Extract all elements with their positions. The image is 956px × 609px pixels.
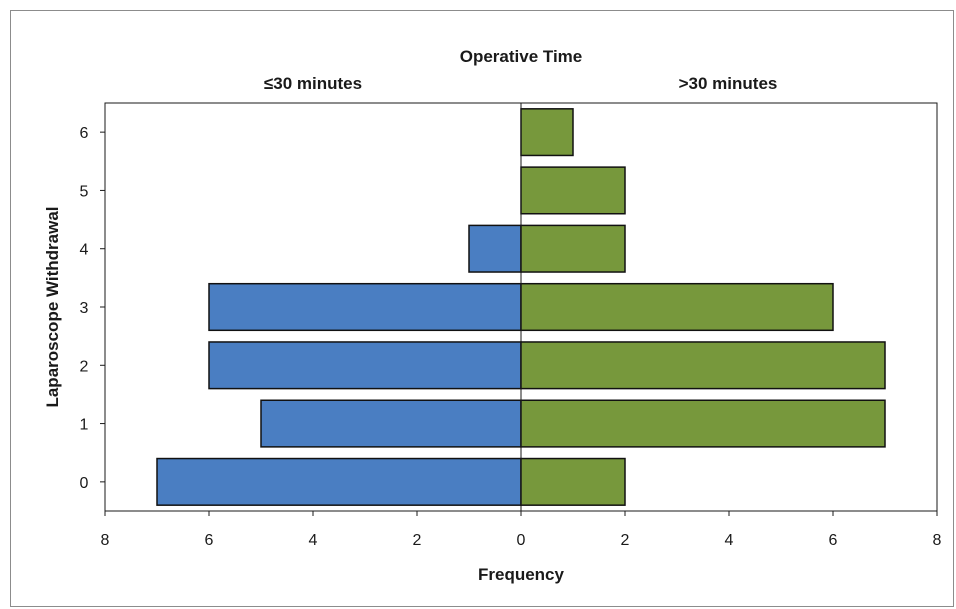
bar-gt30-1 — [520, 399, 886, 448]
bar-le30-4 — [468, 224, 522, 273]
left-series-label: ≤30 minutes — [264, 74, 362, 93]
y-tick-label: 1 — [80, 417, 89, 434]
y-tick-label: 5 — [80, 183, 89, 200]
bar-le30-0 — [156, 457, 522, 506]
bar-gt30-2 — [520, 341, 886, 390]
x-tick-label: 6 — [829, 532, 838, 549]
bar-le30-3 — [208, 282, 522, 332]
bar-gt30-3 — [520, 282, 834, 332]
bar-gt30-0 — [520, 457, 626, 506]
bar-le30-1 — [260, 399, 522, 448]
x-tick-label: 8 — [933, 532, 942, 549]
y-tick-label: 3 — [80, 300, 89, 317]
bar-le30-2 — [208, 341, 522, 390]
x-tick-label: 2 — [413, 532, 422, 549]
bar-gt30-5 — [520, 166, 626, 215]
y-axis-label: Laparoscope Withdrawal — [43, 206, 62, 407]
bar-gt30-4 — [520, 224, 626, 273]
x-tick-label: 6 — [205, 532, 214, 549]
x-tick-label: 0 — [517, 532, 526, 549]
bar-gt30-6 — [520, 108, 574, 157]
y-tick-label: 4 — [80, 242, 89, 259]
x-tick-label: 4 — [309, 532, 318, 549]
x-tick-label: 8 — [101, 532, 110, 549]
right-series-label: >30 minutes — [679, 74, 778, 93]
y-tick-label: 0 — [80, 475, 89, 492]
x-tick-label: 4 — [725, 532, 734, 549]
chart-title: Operative Time — [460, 47, 583, 66]
x-tick-label: 2 — [621, 532, 630, 549]
y-tick-label: 2 — [80, 358, 89, 375]
x-axis-label: Frequency — [478, 565, 565, 584]
y-tick-label: 6 — [80, 125, 89, 142]
